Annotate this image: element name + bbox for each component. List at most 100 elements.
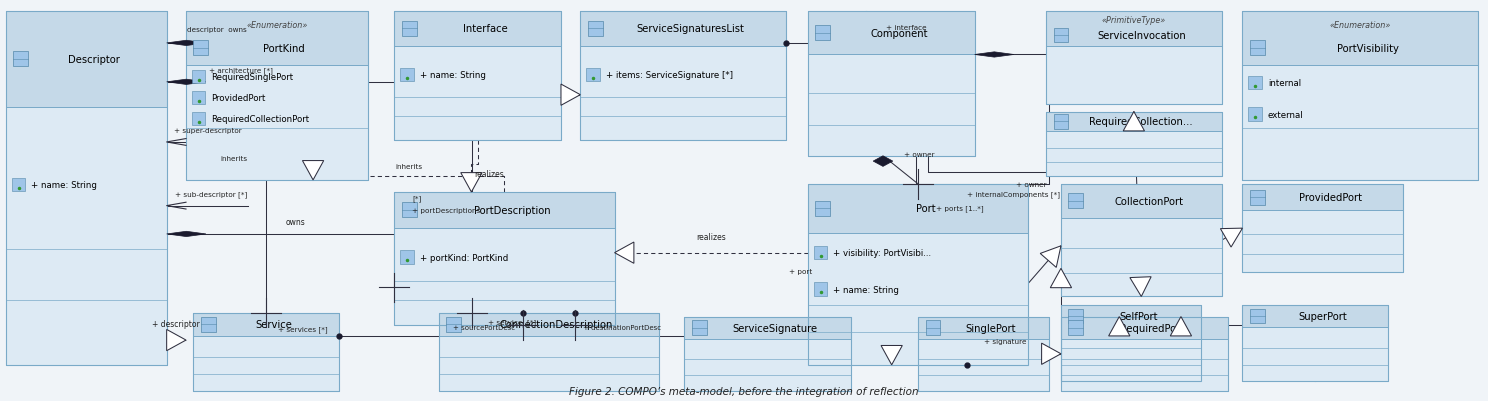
Polygon shape xyxy=(1220,229,1242,247)
Bar xyxy=(1061,339,1228,391)
Bar xyxy=(192,92,205,105)
Bar xyxy=(918,317,1049,339)
Text: + super-descriptor: + super-descriptor xyxy=(174,128,243,134)
Text: + portKind: PortKind: + portKind: PortKind xyxy=(420,253,507,262)
Bar xyxy=(1068,194,1083,209)
Text: inherits: inherits xyxy=(396,164,423,169)
Text: ConnectionDescription: ConnectionDescription xyxy=(500,320,613,330)
Text: external: external xyxy=(1268,110,1303,119)
Polygon shape xyxy=(975,53,1013,58)
Polygon shape xyxy=(167,330,186,351)
Bar xyxy=(186,12,368,180)
Polygon shape xyxy=(167,80,205,85)
Bar xyxy=(1242,305,1388,381)
Text: SinglePort: SinglePort xyxy=(966,323,1016,333)
Text: + service  [*]: + service [*] xyxy=(488,319,536,326)
Text: [*]: [*] xyxy=(412,195,421,202)
Bar xyxy=(13,52,28,67)
Text: «Enumeration»: «Enumeration» xyxy=(246,21,308,30)
Text: + name: String: + name: String xyxy=(420,71,485,79)
Bar xyxy=(1068,309,1083,324)
Text: + services [*]: + services [*] xyxy=(278,326,327,332)
Bar xyxy=(1061,317,1228,391)
Text: ServiceInvocation: ServiceInvocation xyxy=(1097,31,1186,41)
Text: + interface: + interface xyxy=(885,25,927,31)
Text: ServiceSignature: ServiceSignature xyxy=(732,323,818,333)
Bar xyxy=(1061,305,1201,328)
Bar xyxy=(588,22,603,37)
Bar xyxy=(394,12,561,140)
Bar xyxy=(192,71,205,84)
Bar xyxy=(808,184,1028,233)
Bar xyxy=(402,22,417,37)
Text: CollectionPort: CollectionPort xyxy=(1115,196,1183,206)
Text: ServiceSignaturesList: ServiceSignaturesList xyxy=(637,24,744,34)
Bar xyxy=(580,47,786,140)
Text: + owner: + owner xyxy=(903,152,934,157)
Bar xyxy=(402,203,417,218)
Bar xyxy=(1250,41,1265,56)
Bar xyxy=(808,55,975,156)
Polygon shape xyxy=(1123,112,1144,132)
Bar xyxy=(6,107,167,365)
Polygon shape xyxy=(1109,317,1129,336)
Bar xyxy=(6,12,167,365)
Polygon shape xyxy=(302,161,324,180)
Text: inherits: inherits xyxy=(220,156,247,162)
Bar xyxy=(1046,112,1222,132)
Bar xyxy=(1250,190,1265,205)
Text: + name: String: + name: String xyxy=(833,285,899,294)
Text: + sourcePortDesc: + sourcePortDesc xyxy=(452,324,515,330)
Text: descriptor  owns: descriptor owns xyxy=(186,27,247,33)
Bar xyxy=(1242,211,1403,273)
Polygon shape xyxy=(1042,343,1061,365)
Bar xyxy=(439,313,659,391)
Polygon shape xyxy=(1170,317,1192,336)
Bar xyxy=(1242,328,1388,381)
Bar xyxy=(815,26,830,41)
Text: «Enumeration»: «Enumeration» xyxy=(1329,21,1391,30)
Text: «PrimitiveType»: «PrimitiveType» xyxy=(1101,16,1167,25)
Text: + descriptor: + descriptor xyxy=(152,320,201,329)
Bar xyxy=(808,233,1028,365)
Bar xyxy=(684,317,851,391)
Text: + architecture [*]: + architecture [*] xyxy=(210,67,272,74)
Bar xyxy=(12,178,25,192)
Text: SuperPort: SuperPort xyxy=(1299,311,1347,321)
Bar xyxy=(684,339,851,391)
Bar xyxy=(394,12,561,47)
Bar xyxy=(394,47,561,140)
Text: + destinationPortDesc: + destinationPortDesc xyxy=(583,324,661,330)
Bar xyxy=(814,283,827,296)
Text: realizes: realizes xyxy=(475,170,504,179)
Text: Descriptor: Descriptor xyxy=(68,55,119,65)
Bar xyxy=(580,12,786,47)
Text: PortVisibility: PortVisibility xyxy=(1336,44,1399,54)
Text: internal: internal xyxy=(1268,79,1301,88)
Text: RequiredCollectionPort: RequiredCollectionPort xyxy=(211,115,310,124)
Polygon shape xyxy=(1129,277,1152,297)
Polygon shape xyxy=(873,156,893,167)
Text: + sub-descriptor [*]: + sub-descriptor [*] xyxy=(176,191,247,197)
Bar xyxy=(439,313,659,336)
Bar xyxy=(1061,305,1201,381)
Bar xyxy=(1248,108,1262,122)
Bar xyxy=(1250,309,1265,324)
Bar xyxy=(446,317,461,332)
Bar xyxy=(1068,320,1083,335)
Bar xyxy=(684,317,851,339)
Text: + port: + port xyxy=(789,268,812,274)
Text: realizes: realizes xyxy=(696,233,726,241)
Text: + ports [1..*]: + ports [1..*] xyxy=(936,205,984,212)
Bar xyxy=(1061,218,1222,297)
Text: + owner: + owner xyxy=(1016,182,1046,187)
Bar xyxy=(1242,184,1403,273)
Polygon shape xyxy=(167,41,205,47)
Bar xyxy=(1061,328,1201,381)
Bar xyxy=(808,184,1028,365)
Bar xyxy=(808,12,975,55)
Bar xyxy=(814,247,827,260)
Text: Component: Component xyxy=(870,29,927,38)
Text: ProvidedPort: ProvidedPort xyxy=(1299,193,1362,203)
Polygon shape xyxy=(1051,269,1071,288)
